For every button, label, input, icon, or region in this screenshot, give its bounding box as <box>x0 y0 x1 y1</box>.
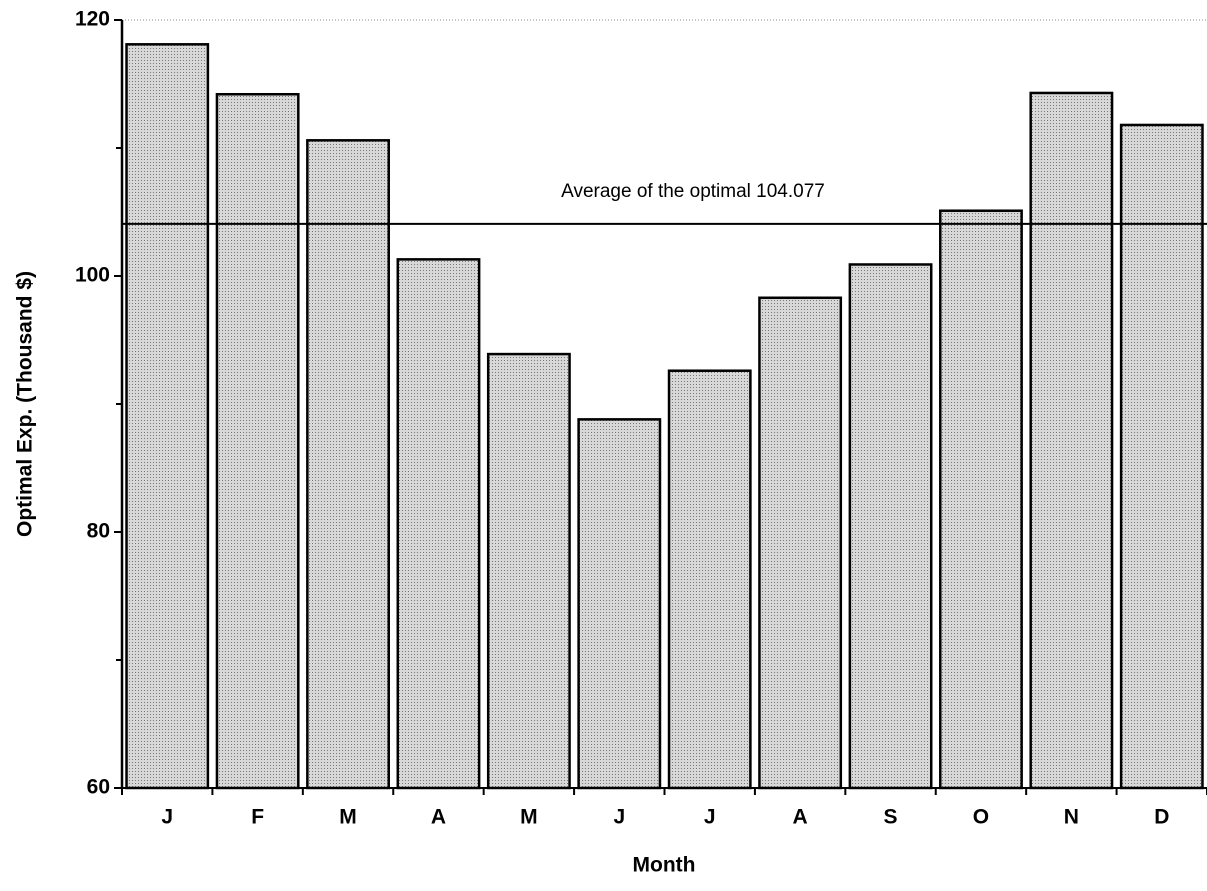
x-tick-label: A <box>793 806 808 829</box>
bar <box>306 139 390 790</box>
x-tick-label: J <box>704 806 716 829</box>
y-tick-label: 120 <box>75 8 110 31</box>
bar <box>577 418 662 790</box>
bar <box>396 258 481 790</box>
bar <box>758 296 843 790</box>
bar <box>1029 91 1114 790</box>
bar <box>486 352 571 790</box>
x-axis-title: Month <box>633 854 696 877</box>
x-tick-label: O <box>973 806 989 829</box>
bar <box>125 43 210 790</box>
average-label: Average of the optimal 104.077 <box>561 181 825 202</box>
x-tick-label: S <box>884 806 898 829</box>
bar <box>667 369 752 790</box>
x-tick-label: F <box>251 806 264 829</box>
y-tick-label: 60 <box>87 776 110 799</box>
y-tick-label: 100 <box>75 264 110 287</box>
bar <box>939 209 1023 790</box>
bar <box>215 92 300 790</box>
x-tick-label: N <box>1064 806 1079 829</box>
bar <box>848 263 933 790</box>
y-tick-label: 80 <box>87 520 110 543</box>
x-tick-label: J <box>613 806 625 829</box>
x-tick-label: J <box>161 806 173 829</box>
y-axis-title: Optimal Exp. (Thousand $) <box>14 271 37 537</box>
x-tick-label: M <box>520 806 538 829</box>
x-tick-label: D <box>1154 806 1169 829</box>
x-tick-label: M <box>339 806 357 829</box>
x-tick-label: A <box>431 806 446 829</box>
